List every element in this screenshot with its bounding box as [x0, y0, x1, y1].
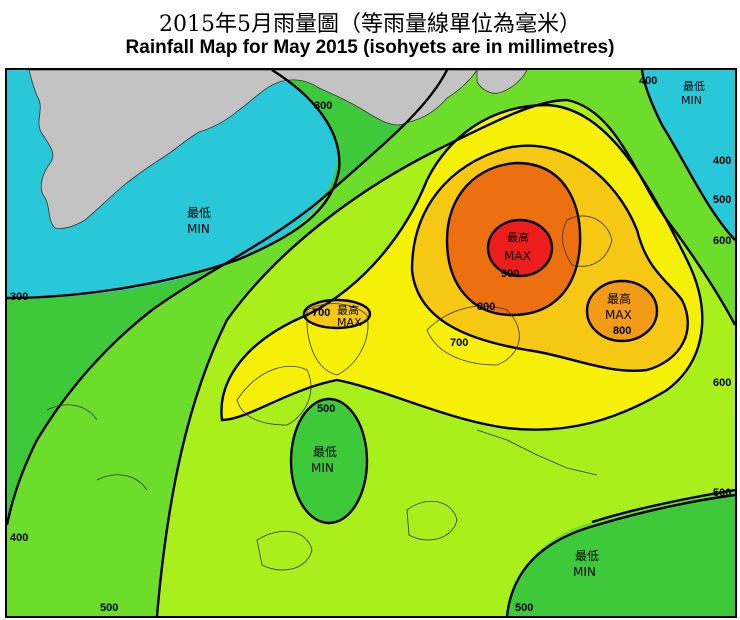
label-500-bottom-left: 500: [100, 602, 118, 614]
band-below-400-ne: [642, 70, 735, 240]
label-700-central: 700: [450, 337, 468, 349]
label-400-ne-side: 400: [713, 155, 731, 167]
min-ne-en: MIN: [681, 94, 702, 107]
band-east-max-outer: [587, 281, 657, 341]
label-500-bottom-right: 500: [515, 602, 533, 614]
isohyet-400-nw: [7, 70, 449, 526]
max-central-cn: 最高: [507, 230, 529, 244]
isohyet-700-west: [302, 298, 372, 330]
label-800-east: 800: [613, 325, 631, 337]
min-central-en: MIN: [311, 461, 334, 475]
band-400-500-se: [507, 495, 735, 616]
label-700-west: 700: [312, 307, 330, 319]
label-600-se: 600: [713, 377, 731, 389]
label-300-top: 300: [314, 100, 332, 112]
max-west-cn: 最高: [337, 303, 359, 317]
min-nw-en: MIN: [187, 222, 210, 236]
isohyet-300: [7, 70, 341, 300]
isohyet-labels: 300 300 400 400 400 500 500 500 500 500 …: [10, 75, 731, 614]
isohyet-400-ne: [640, 70, 735, 241]
min-se-cn: 最低: [575, 549, 599, 563]
isohyet-lines: [7, 70, 735, 616]
rainfall-map: 300 300 400 400 400 500 500 500 500 500 …: [5, 68, 737, 618]
isohyet-500-min: [289, 397, 369, 525]
isohyet-700: [220, 103, 704, 431]
min-se-en: MIN: [573, 565, 596, 579]
min-ne-cn: 最低: [683, 80, 705, 93]
map-title-english: Rainfall Map for May 2015 (isohyets are …: [125, 37, 615, 58]
label-300-left: 300: [10, 291, 28, 303]
label-400-ne-top: 400: [639, 75, 657, 87]
max-east-en: MAX: [605, 308, 632, 322]
map-title-chinese: 2015年5月雨量圖（等雨量線單位為毫米）: [159, 12, 581, 37]
label-500-e: 500: [713, 194, 731, 206]
min-central-cn: 最低: [313, 445, 337, 459]
isohyet-800-east: [585, 279, 659, 343]
isohyet-800: [410, 144, 689, 372]
label-400-sw: 400: [10, 532, 28, 544]
max-east-cn: 最高: [607, 291, 631, 306]
min-nw-cn: 最低: [187, 206, 211, 220]
band-max-core: [488, 220, 552, 276]
max-west-en: MAX: [337, 316, 362, 329]
isohyet-600-east: [591, 488, 735, 524]
mainland-landmass: [28, 70, 478, 229]
label-800-central: 800: [477, 301, 495, 313]
coastline-detail: [46, 215, 613, 571]
label-600-e: 600: [713, 235, 731, 247]
isohyet-900-inner: [486, 218, 554, 278]
label-900: 900: [501, 268, 519, 280]
label-500-se: 500: [713, 487, 731, 499]
band-central-min: [291, 399, 367, 523]
zone-labels: 最低 MIN 最低 MIN 最低 MIN 最低 MIN 最高 MAX 最高 MA…: [187, 80, 705, 579]
max-central-en: MAX: [504, 249, 531, 263]
label-500-min: 500: [317, 403, 335, 415]
isohyet-500-se: [505, 493, 735, 616]
ne-landmass: [476, 70, 528, 94]
